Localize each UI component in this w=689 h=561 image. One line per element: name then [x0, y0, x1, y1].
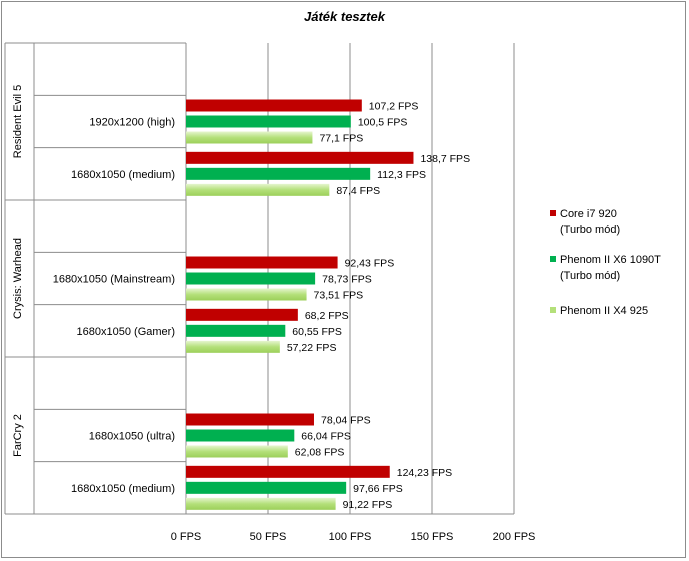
data-label: 107,2 FPS — [369, 101, 419, 113]
x-tick-label: 100 FPS — [329, 531, 372, 543]
data-label: 60,55 FPS — [292, 326, 342, 338]
category-label: 1680x1050 (Mainstream) — [53, 274, 175, 286]
category-label: 1920x1200 (high) — [89, 117, 175, 129]
bar — [186, 183, 330, 196]
data-label: 87,4 FPS — [336, 185, 380, 197]
data-label: 78,04 FPS — [321, 415, 371, 427]
data-label: 73,51 FPS — [314, 290, 364, 302]
bar — [186, 481, 347, 494]
bar — [186, 429, 295, 442]
legend-label: (Turbo mód) — [560, 270, 620, 282]
group-label: Crysis: Warhead — [12, 238, 24, 319]
data-label: 92,43 FPS — [345, 258, 395, 270]
bar — [186, 167, 371, 180]
bar — [186, 465, 390, 478]
category-label: 1680x1050 (ultra) — [89, 431, 175, 443]
legend-swatch — [550, 210, 556, 216]
legend-label: Phenom II X4 925 — [560, 305, 648, 317]
bar — [186, 308, 298, 321]
data-label: 100,5 FPS — [358, 117, 408, 129]
data-label: 66,04 FPS — [301, 431, 351, 443]
data-label: 78,73 FPS — [322, 274, 372, 286]
chart-title: Játék tesztek — [304, 9, 385, 24]
x-tick-label: 0 FPS — [171, 531, 202, 543]
group-label: FarCry 2 — [12, 414, 24, 457]
bar — [186, 272, 316, 285]
category-label: 1680x1050 (medium) — [71, 169, 175, 181]
category-label: 1680x1050 (Gamer) — [77, 326, 175, 338]
bar — [186, 131, 313, 144]
bar — [186, 99, 362, 112]
legend-label: (Turbo mód) — [560, 224, 620, 236]
data-label: 68,2 FPS — [305, 310, 349, 322]
data-label: 97,66 FPS — [353, 483, 403, 495]
legend-swatch — [550, 307, 556, 313]
bar — [186, 288, 307, 301]
group-label: Resident Evil 5 — [12, 85, 24, 158]
bar — [186, 413, 314, 426]
bar — [186, 256, 338, 269]
x-tick-label: 150 FPS — [411, 531, 454, 543]
category-label: 1680x1050 (medium) — [71, 483, 175, 495]
legend-label: Phenom II X6 1090T — [560, 254, 661, 266]
legend-swatch — [550, 256, 556, 262]
data-label: 112,3 FPS — [377, 169, 426, 181]
bar — [186, 115, 351, 128]
bar — [186, 497, 336, 510]
bar — [186, 324, 286, 337]
x-tick-label: 50 FPS — [250, 531, 287, 543]
bar — [186, 151, 414, 164]
bar — [186, 445, 288, 458]
x-tick-label: 200 FPS — [493, 531, 536, 543]
data-label: 138,7 FPS — [420, 153, 470, 165]
bar — [186, 340, 280, 353]
data-label: 91,22 FPS — [343, 499, 393, 511]
legend-label: Core i7 920 — [560, 208, 617, 220]
data-label: 62,08 FPS — [295, 447, 345, 459]
data-label: 57,22 FPS — [287, 342, 337, 354]
data-label: 124,23 FPS — [397, 467, 452, 479]
data-label: 77,1 FPS — [319, 133, 363, 145]
